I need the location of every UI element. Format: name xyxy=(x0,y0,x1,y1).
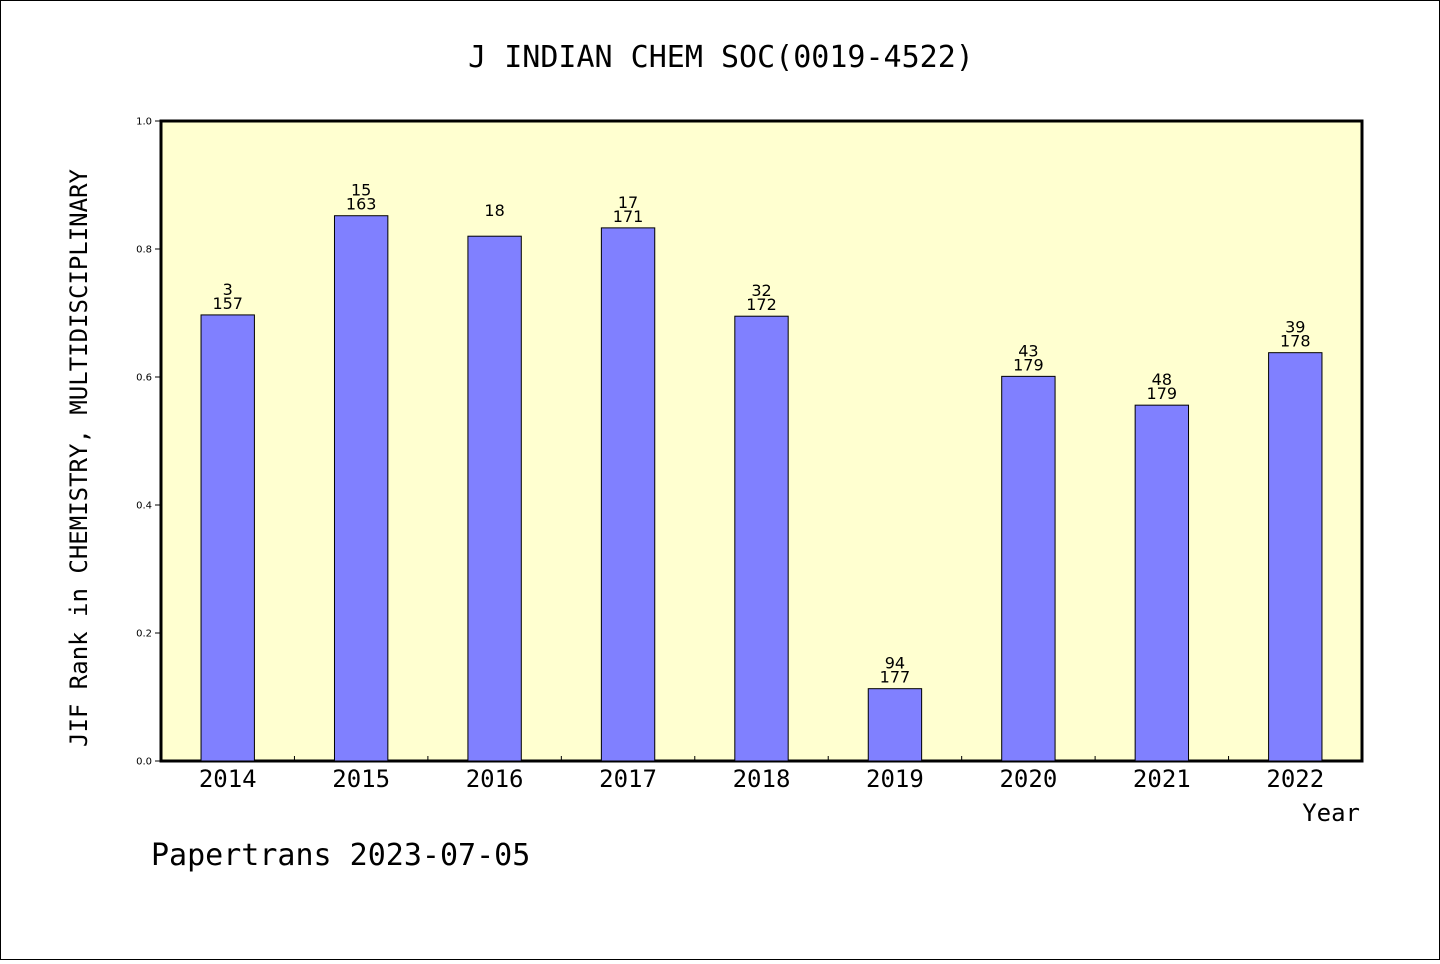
bar-2022 xyxy=(1268,352,1323,762)
chart-title: J INDIAN CHEM SOC(0019-4522) xyxy=(468,40,974,75)
bar-2018 xyxy=(734,315,789,762)
x-axis-label: Year xyxy=(1302,799,1360,827)
x-tick-label-2018: 2018 xyxy=(733,765,791,793)
x-tick-label-2014: 2014 xyxy=(199,765,257,793)
bar-label-total-2015: 163 xyxy=(346,195,377,214)
bar-label-rank-2018: 32 xyxy=(751,281,771,300)
bar-2021 xyxy=(1134,404,1190,762)
bar-2019 xyxy=(867,688,923,762)
bar-label-rank-2014: 3 xyxy=(223,280,233,299)
y-ticks-group: 0.0 0.2 0.4 0.6 0.8 1.0 xyxy=(136,117,161,768)
x-ticks-group: 2014 2015 2016 2017 2018 2019 2020 2021 2022 xyxy=(199,756,1324,793)
x-tick-label-2015: 2015 xyxy=(332,765,390,793)
bar-2016 xyxy=(467,235,522,762)
y-tick-label-0.0: 0.0 xyxy=(136,757,152,768)
bar-label-rank-2016: 18 xyxy=(484,201,504,220)
x-tick-label-2017: 2017 xyxy=(599,765,657,793)
bar-label-total-2014: 157 xyxy=(212,294,243,313)
bar-2014 xyxy=(200,314,255,762)
x-tick-label-2022: 2022 xyxy=(1266,765,1324,793)
bar-label-total-2017: 171 xyxy=(613,207,644,226)
bar-label-total-2018: 172 xyxy=(746,295,777,314)
bars-group xyxy=(200,215,1323,762)
x-tick-label-2019: 2019 xyxy=(866,765,924,793)
bar-label-rank-2020: 43 xyxy=(1018,341,1038,360)
x-tick-label-2021: 2021 xyxy=(1133,765,1191,793)
bar-label-total-2022: 178 xyxy=(1280,332,1311,351)
bar-label-rank-2015: 15 xyxy=(351,181,371,200)
footer-credit: Papertrans 2023-07-05 xyxy=(151,838,530,873)
y-axis-label: JIF Rank in CHEMISTRY, MULTIDISCIPLINARY xyxy=(65,168,93,747)
bar-2017 xyxy=(600,227,656,762)
bar-label-total-2019: 177 xyxy=(880,668,911,687)
x-tick-label-2020: 2020 xyxy=(999,765,1057,793)
y-tick-label-0.6: 0.6 xyxy=(136,373,152,384)
bar-label-rank-2021: 48 xyxy=(1152,370,1172,389)
y-tick-label-0.4: 0.4 xyxy=(136,501,152,512)
y-tick-label-1.0: 1.0 xyxy=(136,117,152,128)
bar-2015 xyxy=(333,215,389,762)
bar-label-rank-2019: 94 xyxy=(885,654,905,673)
bar-label-rank-2017: 17 xyxy=(618,193,638,212)
x-tick-label-2016: 2016 xyxy=(466,765,524,793)
bar-label-total-2021: 179 xyxy=(1147,384,1178,403)
bar-label-total-2020: 179 xyxy=(1013,355,1044,374)
bar-label-rank-2022: 39 xyxy=(1285,318,1305,337)
y-tick-label-0.2: 0.2 xyxy=(136,629,152,640)
y-tick-label-0.8: 0.8 xyxy=(136,245,152,256)
bar-2020 xyxy=(1001,375,1056,762)
